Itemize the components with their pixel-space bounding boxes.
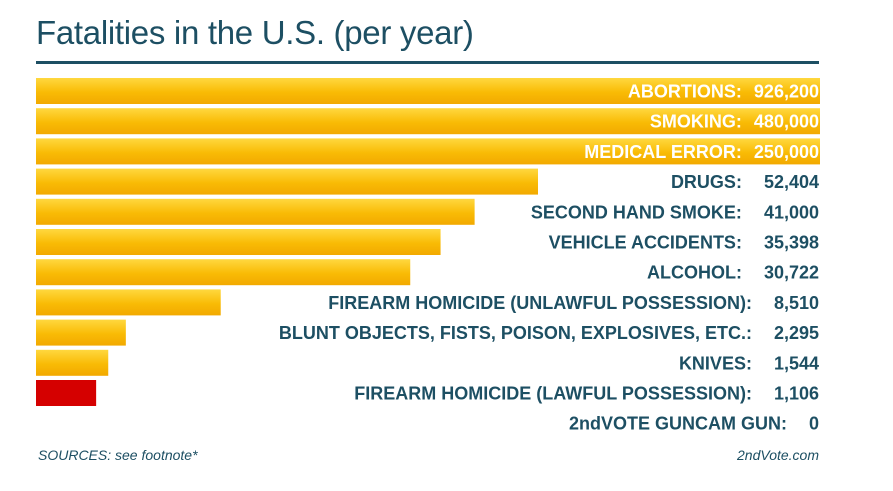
bar-category-label: VEHICLE ACCIDENTS: — [549, 233, 742, 253]
bar-9 — [36, 319, 126, 346]
bar-value-label: 250,000 — [754, 142, 819, 162]
bar-11 — [36, 380, 97, 406]
bar-3 — [36, 138, 820, 165]
bar-value-label: 30,722 — [764, 263, 819, 283]
bar-value-label: 480,000 — [754, 112, 819, 132]
bar-value-label: 41,000 — [764, 202, 819, 222]
sources-note: SOURCES: see footnote* — [38, 447, 198, 463]
bar-category-label: MEDICAL ERROR: — [584, 142, 742, 162]
bar-category-label: ALCOHOL: — [647, 263, 742, 283]
bar-5 — [36, 198, 475, 225]
title-divider — [36, 61, 819, 64]
bar-8 — [36, 289, 221, 316]
bar-1 — [36, 78, 820, 104]
bar-6 — [36, 229, 441, 255]
bar-category-label: KNIVES: — [679, 353, 752, 373]
bar-category-label: BLUNT OBJECTS, FISTS, POISON, EXPLOSIVES… — [279, 323, 752, 343]
bar-value-label: 52,404 — [764, 172, 819, 192]
bar-category-label: FIREARM HOMICIDE (UNLAWFUL POSSESSION): — [328, 293, 752, 313]
bar-2 — [36, 108, 820, 135]
bar-value-label: 0 — [809, 414, 819, 434]
bar-value-label: 926,200 — [754, 82, 819, 102]
bar-4 — [36, 168, 538, 195]
bar-value-label: 8,510 — [774, 293, 819, 313]
bar-value-label: 1,544 — [774, 353, 819, 373]
bar-category-label: DRUGS: — [671, 172, 742, 192]
bar-value-label: 1,106 — [774, 384, 819, 404]
bar-category-label: FIREARM HOMICIDE (LAWFUL POSSESSION): — [354, 384, 752, 404]
site-credit: 2ndVote.com — [737, 447, 819, 463]
bar-10 — [36, 349, 109, 376]
bar-category-label: SMOKING: — [650, 112, 742, 132]
bar-category-label: SECOND HAND SMOKE: — [531, 202, 742, 222]
bar-value-label: 2,295 — [774, 323, 819, 343]
bar-7 — [36, 259, 411, 286]
bar-category-label: ABORTIONS: — [628, 82, 742, 102]
bar-value-label: 35,398 — [764, 233, 819, 253]
bar-category-label: 2ndVOTE GUNCAM GUN: — [569, 414, 787, 434]
chart-title: Fatalities in the U.S. (per year) — [36, 14, 474, 51]
